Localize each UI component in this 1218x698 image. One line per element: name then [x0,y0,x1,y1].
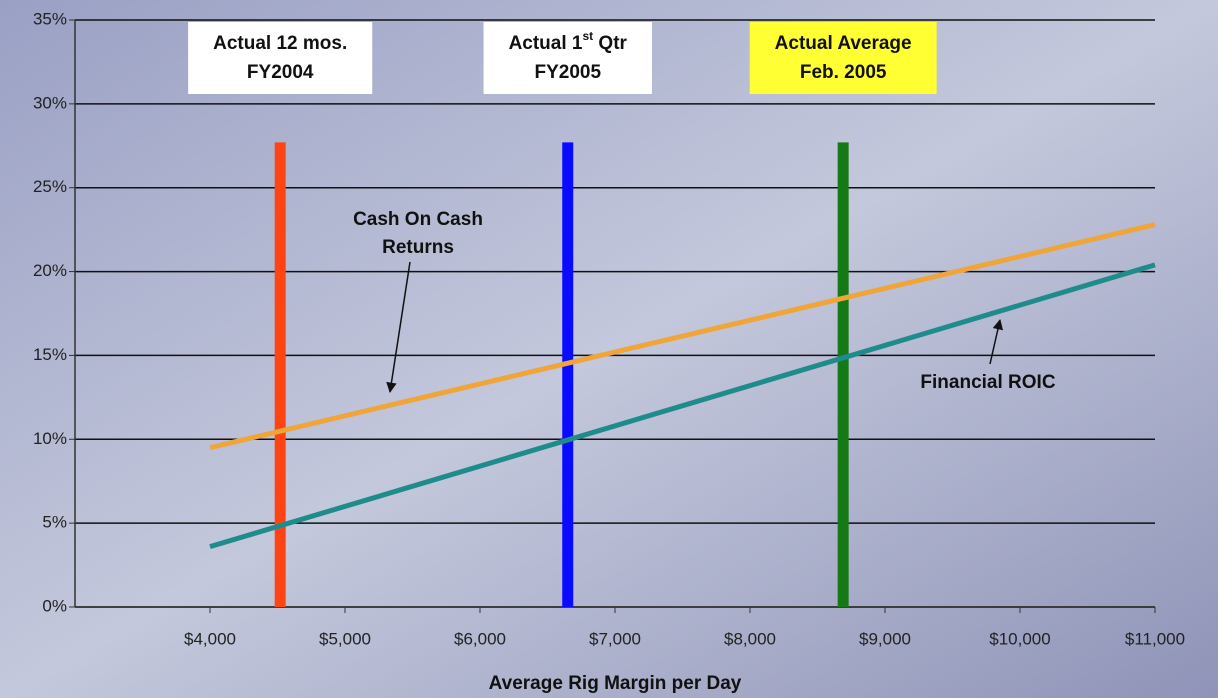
y-tick-label: 15% [33,345,67,364]
marker-label-text: Actual 12 mos. [213,33,347,54]
superscript: st [582,29,593,43]
legend-annotation: Returns [382,237,454,258]
marker-label-text: Actual 1st Qtr [509,29,628,54]
y-tick-label: 5% [42,513,67,532]
text-part: Actual 1 [509,33,583,54]
x-axis-title: Average Rig Margin per Day [489,673,742,694]
x-tick-label: $4,000 [184,629,236,648]
marker-label: Actual 1st Qtr FY2005 [484,22,652,94]
y-tick-label: 0% [42,596,67,615]
x-tick-label: $8,000 [724,629,776,648]
x-tick-label: $6,000 [454,629,506,648]
y-tick-label: 10% [33,429,67,448]
x-tick-label: $11,000 [1125,629,1185,648]
marker-label: Actual Average Feb. 2005 [750,22,937,94]
legend-annotation: Financial ROIC [920,372,1055,393]
chart: Average Rig Margin per Day 0% 5% 10% 15% 20%… [0,0,1218,698]
marker-label-text: FY2004 [247,62,314,83]
y-tick-label: 35% [33,9,67,28]
text-part: Qtr [593,33,627,54]
x-tick-label: $7,000 [589,629,641,648]
marker-label: Actual 12 mos. FY2004 [188,22,372,94]
x-tick-label: $5,000 [319,629,371,648]
y-tick-label: 30% [33,93,67,112]
y-tick-label: 25% [33,177,67,196]
x-tick-label: $9,000 [859,629,911,648]
marker-label-text: FY2005 [534,62,601,83]
marker-label-text: Actual Average [775,33,912,54]
background [0,0,1218,698]
marker-label-text: Feb. 2005 [800,62,887,83]
x-tick-label: $10,000 [989,629,1050,648]
legend-annotation: Cash On Cash [353,209,483,230]
y-tick-label: 20% [33,261,67,280]
page: {"chart_data": { "type": "line", "xlabel… [0,0,1218,698]
